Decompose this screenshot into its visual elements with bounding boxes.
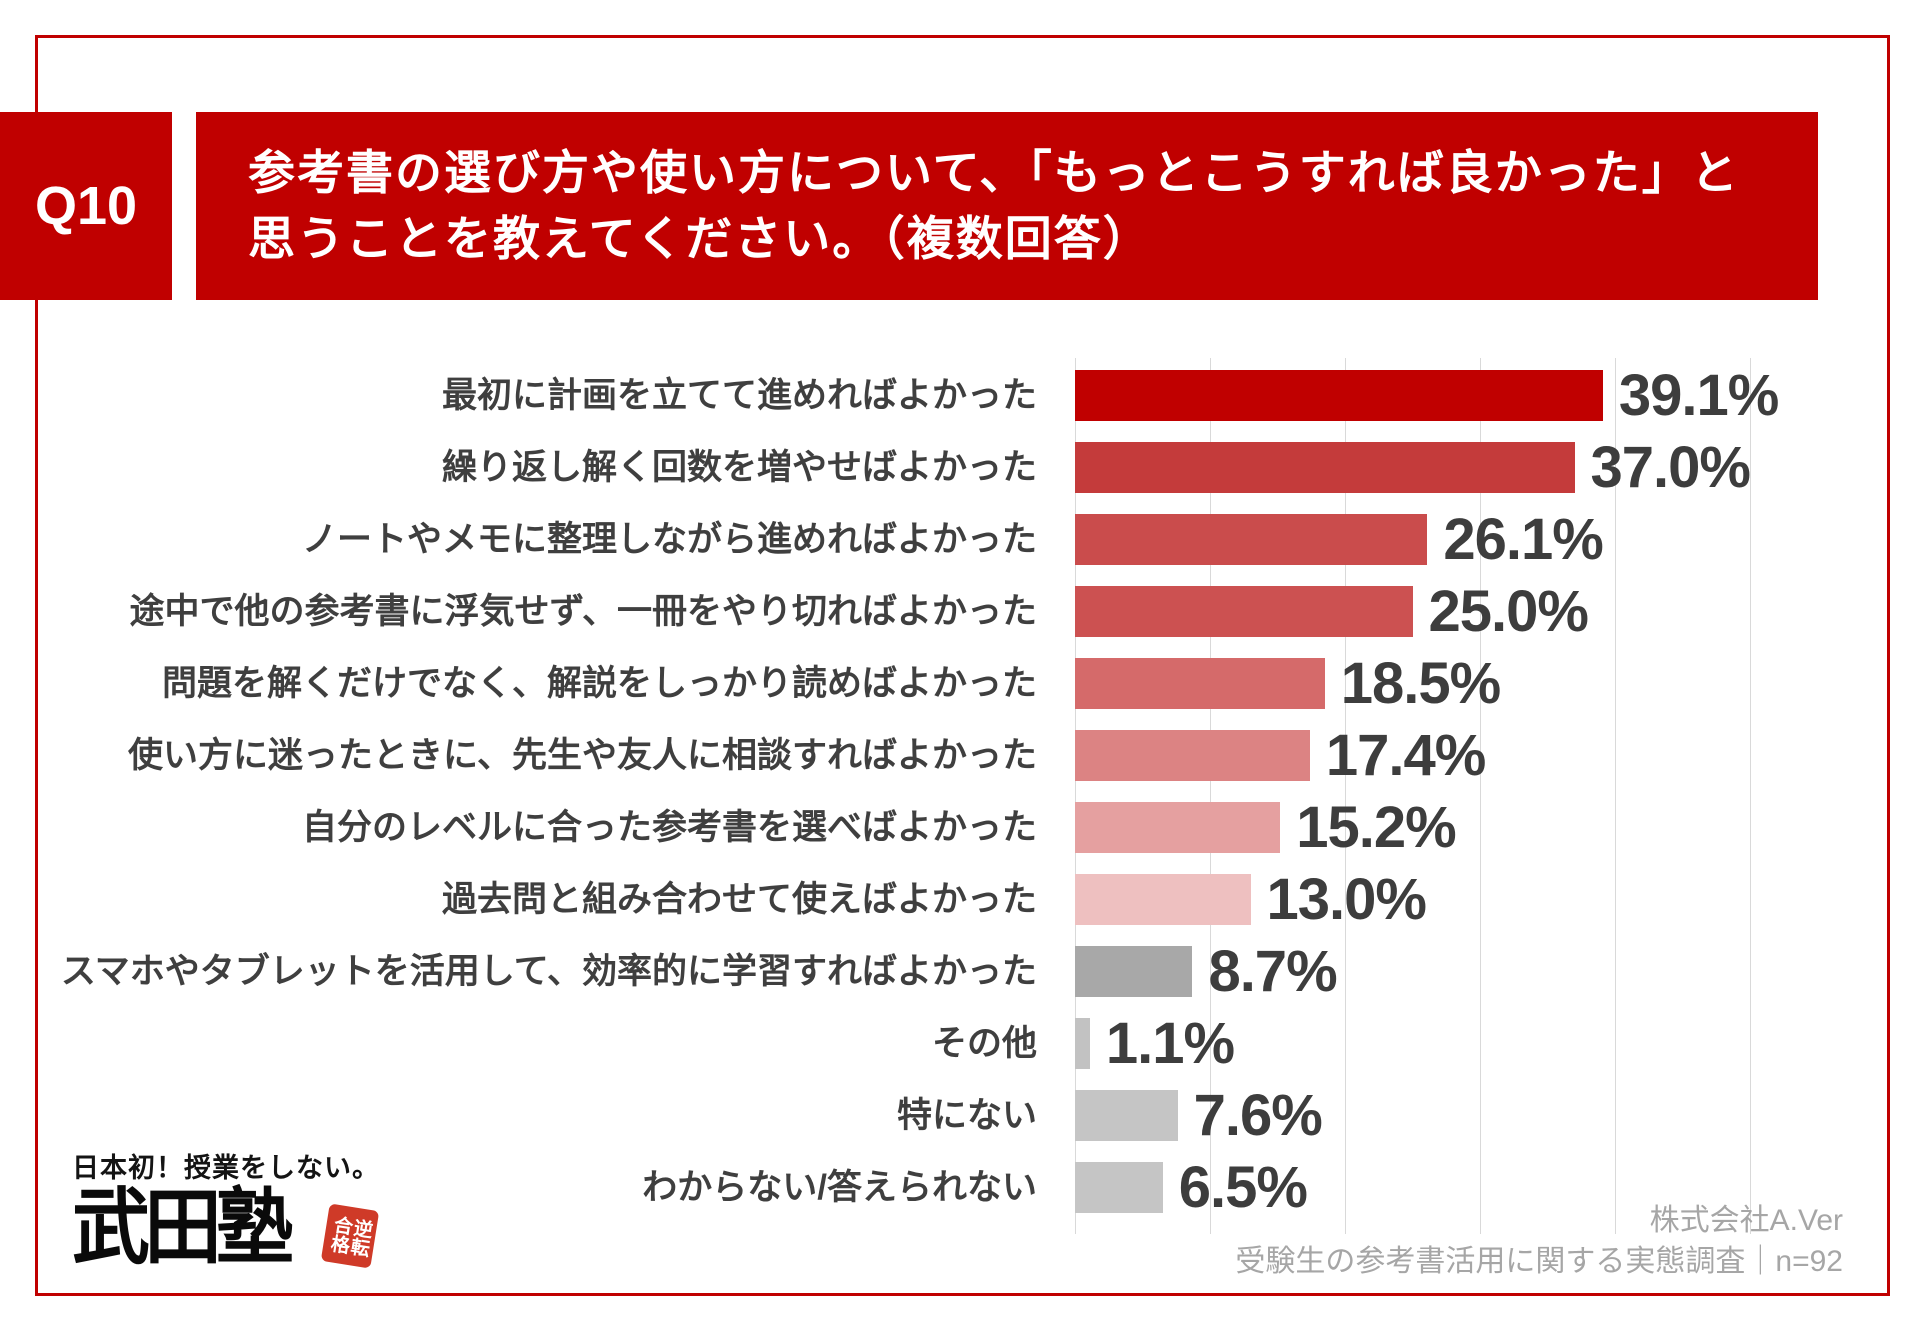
- seal-word-1: 逆転: [346, 1217, 374, 1258]
- category-label: 自分のレベルに合った参考書を選べばよかった: [301, 808, 1037, 847]
- logo-tagline: 日本初！授業をしない。: [72, 1153, 380, 1183]
- gridline-10-percent: [1210, 358, 1211, 1234]
- chart-row: 最初に計画を立てて進めればよかった 39.1%: [0, 363, 1920, 442]
- chart-row: 特にない 7.6%: [0, 1083, 1920, 1162]
- bar-track: 13.0%: [1075, 867, 1920, 932]
- bar-track: 15.2%: [1075, 795, 1920, 860]
- bar-track: 39.1%: [1075, 363, 1920, 428]
- chart-row: 使い方に迷ったときに、先生や友人に相談すればよかった 17.4%: [0, 723, 1920, 802]
- page-border-frame: [35, 35, 1890, 1296]
- value-label: 39.1%: [1618, 363, 1779, 428]
- bar: [1075, 658, 1325, 709]
- chart-row: 繰り返し解く回数を増やせばよかった 37.0%: [0, 435, 1920, 514]
- chart-row: 問題を解くだけでなく、解説をしっかり読めばよかった 18.5%: [0, 651, 1920, 730]
- chart-row: ノートやメモに整理しながら進めればよかった 26.1%: [0, 507, 1920, 586]
- logo-name-calligraphy: 武田塾: [72, 1179, 294, 1276]
- survey-name: 受験生の参考書活用に関する実態調査｜n=92: [1235, 1245, 1843, 1278]
- bar-track: 6.5%: [1075, 1155, 1920, 1220]
- bar: [1075, 1018, 1090, 1069]
- question-title-line2: 思うことを教えてください。（複数回答）: [248, 212, 1152, 265]
- gyakuten-goukaku-seal-icon: 逆転 合格: [321, 1204, 379, 1268]
- bar: [1075, 586, 1413, 637]
- chart-row: スマホやタブレットを活用して、効率的に学習すればよかった 8.7%: [0, 939, 1920, 1018]
- value-label: 26.1%: [1443, 507, 1603, 572]
- chart-gridlines: [1075, 358, 1751, 1234]
- gridline-40-percent: [1615, 358, 1616, 1234]
- value-label: 6.5%: [1178, 1155, 1308, 1220]
- question-number-badge: Q10: [0, 112, 172, 300]
- bar-track: 37.0%: [1075, 435, 1920, 500]
- bar-track: 1.1%: [1075, 1011, 1920, 1076]
- bar-track: 8.7%: [1075, 939, 1920, 1004]
- category-label: スマホやタブレットを活用して、効率的に学習すればよかった: [60, 952, 1037, 991]
- value-label: 37.0%: [1590, 435, 1751, 500]
- bar: [1075, 442, 1575, 493]
- bar: [1075, 802, 1281, 853]
- bar-chart: 最初に計画を立てて進めればよかった 39.1% 繰り返し解く回数を増やせばよかっ…: [0, 363, 1920, 1234]
- value-label: 13.0%: [1266, 867, 1427, 932]
- bar: [1075, 730, 1310, 781]
- category-label: 過去問と組み合わせて使えばよかった: [441, 880, 1037, 919]
- bar-track: 18.5%: [1075, 651, 1920, 716]
- category-label: 最初に計画を立てて進めればよかった: [441, 376, 1037, 415]
- bar-track: 17.4%: [1075, 723, 1920, 788]
- bar: [1075, 874, 1251, 925]
- source-attribution: 株式会社A.Ver 受験生の参考書活用に関する実態調査｜n=92: [1235, 1200, 1843, 1282]
- category-label: わからない/答えられない: [642, 1168, 1037, 1207]
- category-label: 特にない: [896, 1096, 1037, 1135]
- company-name: 株式会社A.Ver: [1649, 1204, 1843, 1237]
- category-label: その他: [931, 1024, 1037, 1063]
- value-label: 7.6%: [1193, 1083, 1323, 1148]
- value-label: 25.0%: [1428, 579, 1589, 644]
- takeda-juku-logo: 日本初！授業をしない。 武田塾 逆転 合格: [72, 1146, 412, 1269]
- chart-row: その他 1.1%: [0, 1011, 1920, 1090]
- chart-row: わからない/答えられない 6.5%: [0, 1155, 1920, 1234]
- value-label: 1.1%: [1105, 1011, 1235, 1076]
- gridline-20-percent: [1345, 358, 1346, 1234]
- chart-row: 自分のレベルに合った参考書を選べばよかった 15.2%: [0, 795, 1920, 874]
- value-label: 18.5%: [1340, 651, 1501, 716]
- bar: [1075, 370, 1603, 421]
- category-label: 使い方に迷ったときに、先生や友人に相談すればよかった: [128, 736, 1037, 775]
- question-title-box: 参考書の選び方や使い方について、「もっとこうすれば良かった」と 思うことを教えて…: [196, 112, 1818, 300]
- bar: [1075, 946, 1193, 997]
- category-label: 問題を解くだけでなく、解説をしっかり読めばよかった: [161, 664, 1037, 703]
- gridline-0-percent: [1075, 358, 1076, 1234]
- bar: [1075, 1090, 1178, 1141]
- chart-row: 過去問と組み合わせて使えばよかった 13.0%: [0, 867, 1920, 946]
- bar: [1075, 514, 1428, 565]
- gridline-50-percent: [1750, 358, 1751, 1234]
- bar-track: 25.0%: [1075, 579, 1920, 644]
- category-label: 途中で他の参考書に浮気せず、一冊をやり切ればよかった: [129, 592, 1037, 631]
- question-title-line1: 参考書の選び方や使い方について、「もっとこうすれば良かった」と: [248, 146, 1740, 199]
- value-label: 15.2%: [1296, 795, 1456, 860]
- category-label: 繰り返し解く回数を増やせばよかった: [441, 448, 1037, 487]
- bar: [1075, 1162, 1163, 1213]
- gridline-30-percent: [1480, 358, 1481, 1234]
- chart-row: 途中で他の参考書に浮気せず、一冊をやり切ればよかった 25.0%: [0, 579, 1920, 658]
- category-label: ノートやメモに整理しながら進めればよかった: [301, 520, 1037, 559]
- bar-track: 7.6%: [1075, 1083, 1920, 1148]
- question-number-text: Q10: [34, 176, 138, 236]
- value-label: 8.7%: [1208, 939, 1337, 1004]
- value-label: 17.4%: [1325, 723, 1486, 788]
- bar-track: 26.1%: [1075, 507, 1920, 572]
